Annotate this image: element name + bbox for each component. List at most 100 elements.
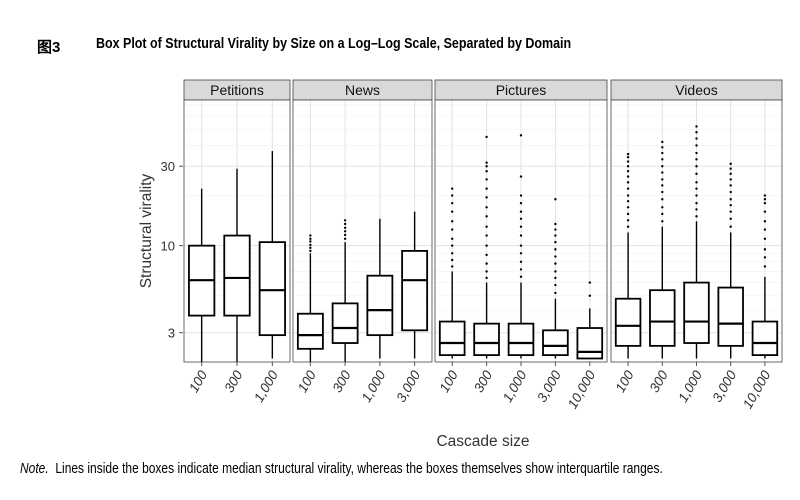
x-tick-label: 100 bbox=[295, 368, 319, 395]
outlier-point bbox=[588, 281, 591, 284]
outlier-point bbox=[661, 158, 664, 161]
outlier-point bbox=[485, 276, 488, 280]
box-3000 bbox=[542, 198, 569, 359]
outlier-point bbox=[554, 248, 557, 251]
outlier-point bbox=[729, 184, 732, 187]
outlier-point bbox=[626, 199, 630, 203]
interquartile-box bbox=[401, 250, 429, 332]
outlier-point bbox=[695, 208, 698, 211]
outlier-point bbox=[343, 233, 347, 237]
outlier-point bbox=[626, 219, 630, 222]
panel-strip-label: Petitions bbox=[210, 82, 264, 98]
box-100 bbox=[614, 152, 642, 359]
outlier-point bbox=[661, 178, 664, 181]
note-lead: Note. bbox=[20, 460, 49, 477]
box-3000 bbox=[717, 162, 744, 359]
outlier-point bbox=[519, 175, 523, 178]
outlier-point bbox=[729, 210, 732, 213]
outlier-point bbox=[485, 165, 488, 168]
outlier-point bbox=[695, 158, 698, 161]
outlier-point bbox=[343, 230, 347, 233]
x-tick-label: 1,000 bbox=[359, 368, 389, 405]
panel-border bbox=[292, 99, 433, 363]
outlier-point bbox=[554, 276, 557, 280]
outlier-point bbox=[451, 244, 454, 247]
outlier-point bbox=[763, 256, 767, 259]
outlier-point bbox=[451, 228, 454, 231]
interquartile-box bbox=[258, 241, 286, 337]
outlier-point bbox=[554, 255, 557, 258]
x-tick-label: 300 bbox=[221, 368, 245, 395]
outlier-point bbox=[661, 220, 664, 223]
interquartile-box bbox=[717, 286, 744, 347]
x-tick-label: 300 bbox=[329, 368, 353, 395]
outlier-point bbox=[485, 253, 488, 257]
panel-border bbox=[183, 99, 291, 363]
outlier-point bbox=[309, 237, 312, 240]
outlier-point bbox=[519, 225, 523, 228]
outlier-point bbox=[695, 131, 698, 134]
outlier-point bbox=[661, 165, 664, 168]
outlier-point bbox=[695, 215, 698, 218]
interquartile-box bbox=[331, 302, 359, 344]
outlier-point bbox=[554, 234, 557, 237]
outlier-point bbox=[554, 283, 557, 287]
outlier-point bbox=[451, 258, 454, 262]
outlier-point bbox=[729, 172, 732, 176]
outlier-point bbox=[661, 171, 664, 174]
outlier-point bbox=[451, 194, 454, 197]
box-3000 bbox=[401, 211, 429, 359]
outlier-point bbox=[695, 144, 698, 147]
outlier-point bbox=[626, 194, 630, 197]
outlier-point bbox=[729, 162, 732, 166]
outlier-point bbox=[661, 146, 664, 149]
outlier-point bbox=[729, 190, 732, 194]
box-100 bbox=[188, 188, 216, 362]
box-300 bbox=[331, 219, 359, 362]
outlier-point bbox=[729, 178, 732, 181]
outlier-point bbox=[763, 220, 767, 223]
outlier-point bbox=[661, 151, 664, 155]
outlier-point bbox=[519, 252, 523, 255]
box-10000 bbox=[576, 281, 604, 360]
outlier-point bbox=[309, 243, 312, 247]
outlier-point bbox=[554, 222, 557, 226]
outlier-point bbox=[661, 184, 664, 187]
outlier-point bbox=[626, 225, 630, 228]
outlier-point bbox=[626, 206, 630, 209]
outlier-point bbox=[309, 240, 312, 243]
panel-pictures: Pictures 100 300 1,000 3,000 10,000 bbox=[434, 79, 608, 412]
outlier-point bbox=[343, 237, 347, 240]
x-tick-label: 1,000 bbox=[500, 368, 530, 405]
interquartile-box bbox=[751, 320, 779, 357]
x-tick-label: 10,000 bbox=[740, 368, 774, 412]
outlier-point bbox=[485, 178, 488, 181]
note-text: Lines inside the boxes indicate median s… bbox=[55, 460, 663, 477]
outlier-point bbox=[763, 248, 767, 251]
x-tick-label: 3,000 bbox=[393, 368, 423, 405]
x-tick-label: 10,000 bbox=[565, 368, 599, 412]
outlier-point bbox=[309, 249, 312, 253]
interquartile-box bbox=[683, 281, 710, 344]
outlier-point bbox=[626, 165, 630, 168]
outlier-point bbox=[451, 252, 454, 255]
outlier-point bbox=[626, 155, 630, 159]
outlier-point bbox=[695, 187, 698, 190]
x-tick-label: 100 bbox=[437, 368, 461, 395]
x-tick-label: 300 bbox=[471, 368, 495, 395]
interquartile-box bbox=[614, 297, 642, 347]
box-1000 bbox=[507, 134, 535, 359]
outlier-point bbox=[451, 237, 454, 240]
outlier-point bbox=[309, 246, 312, 250]
interquartile-box bbox=[649, 289, 676, 347]
outlier-point bbox=[554, 270, 557, 273]
outlier-point bbox=[626, 181, 630, 184]
outlier-point bbox=[519, 275, 523, 278]
outlier-point bbox=[485, 206, 488, 209]
outlier-point bbox=[588, 294, 591, 297]
box-1000 bbox=[366, 218, 394, 359]
outlier-point bbox=[519, 260, 523, 263]
box-300 bbox=[473, 135, 500, 359]
x-tick-label: 3,000 bbox=[534, 368, 564, 405]
